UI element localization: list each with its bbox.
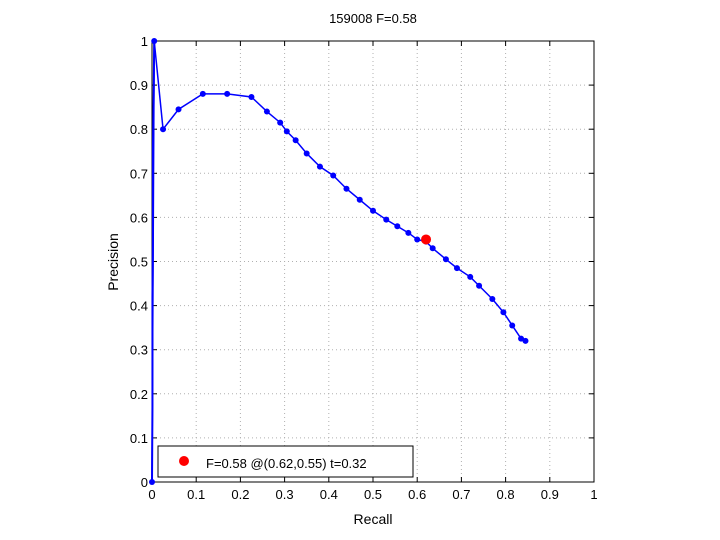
best-point-layer bbox=[421, 234, 432, 245]
data-point bbox=[394, 223, 401, 230]
y-tick-label: 0.2 bbox=[130, 387, 148, 402]
data-point bbox=[149, 479, 155, 485]
data-point bbox=[343, 185, 350, 192]
data-point bbox=[442, 256, 449, 263]
data-point bbox=[160, 126, 167, 133]
data-point bbox=[476, 282, 483, 289]
legend-box bbox=[157, 445, 414, 478]
legend-label: F=0.58 @(0.62,0.55) t=0.32 bbox=[206, 456, 367, 471]
x-tick-label: 0.7 bbox=[452, 487, 470, 502]
y-tick-marks: 0 0.1 0.2 0.3 0.4 0.5 0.6 0.7 0.8 0.9 1 bbox=[130, 34, 594, 490]
y-tick-label: 0.1 bbox=[130, 431, 148, 446]
data-point bbox=[277, 119, 284, 126]
data-point bbox=[303, 150, 310, 157]
data-point bbox=[489, 295, 496, 302]
data-point bbox=[175, 106, 182, 113]
grid-lines bbox=[152, 41, 594, 482]
best-f-point bbox=[421, 234, 432, 245]
y-tick-label: 1 bbox=[141, 34, 148, 49]
y-tick-label: 0.6 bbox=[130, 210, 148, 225]
data-point bbox=[151, 38, 158, 44]
data-point bbox=[356, 196, 363, 203]
data-point bbox=[522, 337, 529, 344]
data-point bbox=[500, 309, 507, 316]
x-tick-label: 1 bbox=[590, 487, 597, 502]
data-point bbox=[429, 245, 436, 252]
pr-curve bbox=[149, 38, 529, 485]
data-point bbox=[224, 90, 231, 97]
x-tick-label: 0.6 bbox=[408, 487, 426, 502]
data-point bbox=[292, 137, 299, 144]
data-point bbox=[370, 207, 376, 214]
x-tick-label: 0.8 bbox=[497, 487, 515, 502]
x-tick-label: 0.4 bbox=[320, 487, 338, 502]
y-axis-label: Precision bbox=[105, 233, 121, 291]
chart-title: 159008 F=0.58 bbox=[329, 11, 417, 26]
legend: F=0.58 @(0.62,0.55) t=0.32 bbox=[157, 445, 414, 478]
data-point bbox=[248, 94, 255, 101]
data-point bbox=[263, 108, 270, 115]
x-tick-marks: 0 0.1 0.2 0.3 0.4 0.5 0.6 0.7 0.8 0.9 1 bbox=[148, 41, 598, 502]
x-tick-label: 0.9 bbox=[541, 487, 559, 502]
y-tick-label: 0 bbox=[141, 475, 148, 490]
data-point bbox=[283, 128, 290, 135]
legend-marker bbox=[179, 456, 189, 466]
data-point bbox=[509, 322, 516, 329]
y-tick-label: 0.3 bbox=[130, 343, 148, 358]
x-tick-label: 0.5 bbox=[364, 487, 382, 502]
data-point bbox=[330, 172, 337, 179]
x-axis-label: Recall bbox=[354, 511, 393, 527]
data-point bbox=[518, 335, 525, 342]
y-tick-label: 0.9 bbox=[130, 78, 148, 93]
x-tick-label: 0.1 bbox=[187, 487, 205, 502]
data-point bbox=[414, 236, 421, 243]
data-point bbox=[467, 273, 474, 280]
x-tick-label: 0.2 bbox=[231, 487, 249, 502]
data-point bbox=[199, 90, 206, 97]
x-tick-label: 0.3 bbox=[276, 487, 294, 502]
y-tick-label: 0.8 bbox=[130, 122, 148, 137]
data-point bbox=[383, 216, 390, 223]
y-tick-label: 0.5 bbox=[130, 255, 148, 270]
data-point bbox=[316, 163, 323, 170]
x-tick-label: 0 bbox=[148, 487, 155, 502]
data-point bbox=[405, 229, 412, 236]
y-tick-label: 0.4 bbox=[130, 299, 148, 314]
data-point bbox=[453, 265, 460, 272]
y-tick-label: 0.7 bbox=[130, 166, 148, 181]
